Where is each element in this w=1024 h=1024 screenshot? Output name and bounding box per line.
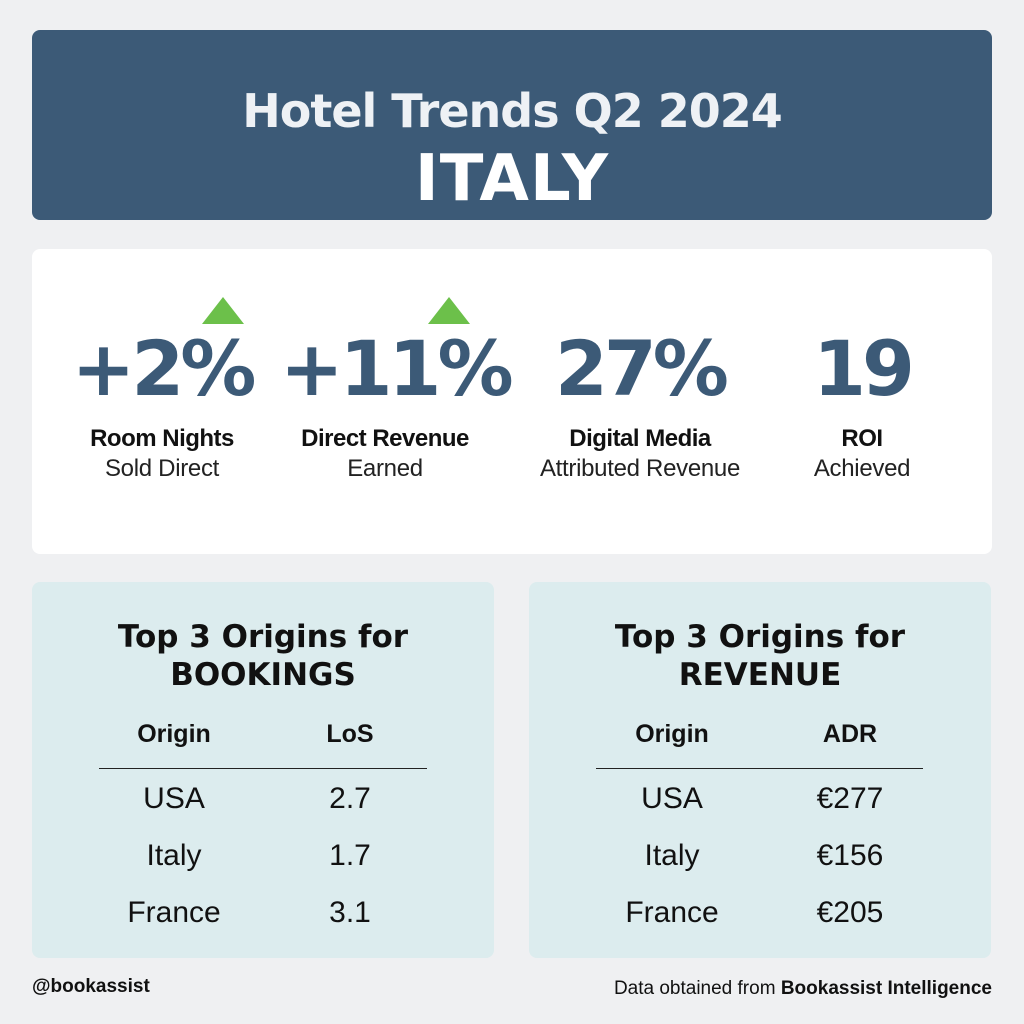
kpi-room-nights: +2% Room Nights Sold Direct xyxy=(62,249,262,554)
los-cell: 1.7 xyxy=(329,839,371,872)
kpi-label: ROI xyxy=(841,425,883,452)
country-title: ITALY xyxy=(414,142,610,216)
adr-cell: €156 xyxy=(816,839,884,872)
source-prefix: Data obtained from xyxy=(613,978,776,999)
origin-cell: Italy xyxy=(644,839,700,872)
kpi-value: +11% xyxy=(280,324,514,413)
kpi-sublabel: Achieved xyxy=(813,455,911,482)
kpi-label: Digital Media xyxy=(569,425,711,452)
column-header-los: LoS xyxy=(326,720,374,748)
column-header-origin: Origin xyxy=(635,720,709,748)
revenue-panel: Top 3 Origins for REVENUE Origin ADR USA… xyxy=(529,582,991,958)
revenue-title-line2: REVENUE xyxy=(678,657,842,693)
kpi-sublabel: Earned xyxy=(347,455,423,482)
source-name: Bookassist Intelligence xyxy=(780,978,992,999)
origin-cell: USA xyxy=(143,782,205,815)
bookings-panel: Top 3 Origins for BOOKINGS Origin LoS US… xyxy=(32,582,494,958)
kpi-label: Direct Revenue xyxy=(301,425,469,452)
kpi-roi: 19 ROI Achieved xyxy=(792,249,932,554)
revenue-title-line1: Top 3 Origins for xyxy=(614,619,906,655)
kpi-value: 27% xyxy=(555,324,729,413)
up-arrow-icon xyxy=(428,297,470,324)
bookings-title-line1: Top 3 Origins for xyxy=(117,619,409,655)
kpi-sublabel: Attributed Revenue xyxy=(539,455,741,482)
bookings-title: Top 3 Origins for BOOKINGS xyxy=(32,618,494,694)
table-divider xyxy=(596,768,923,769)
up-arrow-icon xyxy=(202,297,244,324)
kpi-value: +2% xyxy=(71,324,257,413)
kpi-direct-revenue: +11% Direct Revenue Earned xyxy=(280,249,514,554)
kpi-panel: +2% Room Nights Sold Direct +11% Direct … xyxy=(32,249,992,554)
kpi-label: Room Nights xyxy=(90,425,234,452)
bookings-title-line2: BOOKINGS xyxy=(170,657,356,693)
column-header-origin: Origin xyxy=(137,720,211,748)
header-banner: Hotel Trends Q2 2024 ITALY xyxy=(32,30,992,220)
social-handle: @bookassist xyxy=(32,976,150,997)
kpi-value: 19 xyxy=(813,324,915,413)
data-source-credit: Data obtained from Bookassist Intelligen… xyxy=(614,978,992,1000)
los-cell: 2.7 xyxy=(329,782,371,815)
page-title: Hotel Trends Q2 2024 xyxy=(242,84,783,138)
column-header-adr: ADR xyxy=(822,720,878,748)
origin-cell: USA xyxy=(641,782,703,815)
adr-cell: €277 xyxy=(816,782,884,815)
origin-cell: France xyxy=(127,896,221,929)
origin-cell: Italy xyxy=(146,839,202,872)
adr-cell: €205 xyxy=(816,896,884,929)
kpi-sublabel: Sold Direct xyxy=(104,455,220,482)
kpi-digital-media: 27% Digital Media Attributed Revenue xyxy=(520,249,760,554)
revenue-title: Top 3 Origins for REVENUE xyxy=(529,618,991,694)
table-divider xyxy=(99,768,427,769)
origin-cell: France xyxy=(625,896,719,929)
los-cell: 3.1 xyxy=(329,896,371,929)
